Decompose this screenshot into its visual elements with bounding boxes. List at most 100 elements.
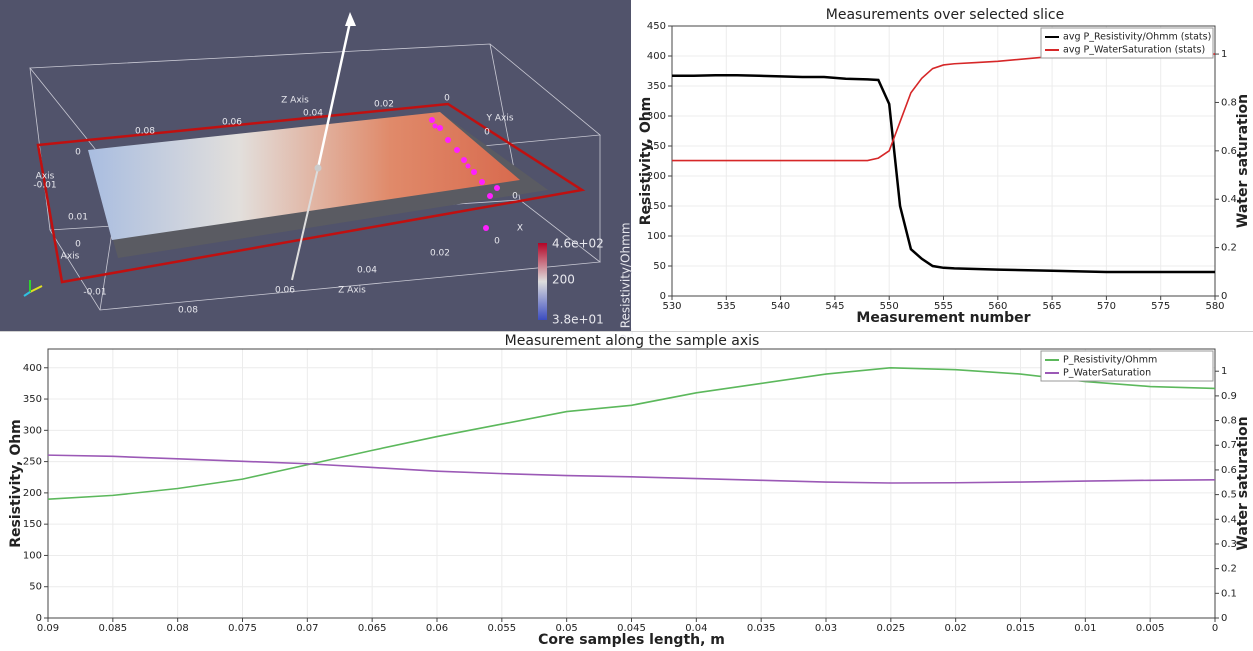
y-axis-title: Resistivity, Ohm [8, 419, 24, 548]
y2-tick-label: 0.4 [1221, 194, 1237, 205]
colorbar-min: 3.8e+01 [552, 313, 604, 327]
x-tick-label: 535 [717, 301, 736, 312]
axis-label: Axis [36, 172, 55, 182]
y-tick-label: 150 [647, 201, 666, 212]
legend-label: avg P_WaterSaturation (stats) [1063, 45, 1205, 56]
x-tick-label: 0.01 [1074, 623, 1096, 634]
y2-axis-title: Water saturation [1235, 416, 1251, 550]
axis-label: 0 [512, 192, 518, 202]
axis-label: -0.01 [83, 288, 106, 298]
axis-label: Axis [61, 252, 80, 262]
y-tick-label: 250 [647, 141, 666, 152]
x-tick-label: 0.03 [815, 623, 837, 634]
axis-label: 0 [484, 128, 490, 138]
axis-label: X [517, 224, 523, 234]
chart: Measurement along the sample axis Core sa… [8, 333, 1251, 648]
colorbar-max: 4.6e+02 [552, 237, 604, 251]
x-tick-label: 560 [988, 301, 1007, 312]
axis-label: Z Axis [338, 286, 366, 296]
legend-label: avg P_Resistivity/Ohmm (stats) [1063, 32, 1211, 43]
axis-label: 0.02 [374, 100, 394, 110]
axis-label: 0 [75, 148, 81, 158]
axis-label: 0.04 [303, 109, 323, 119]
x-tick-label: 0.06 [426, 623, 448, 634]
axis-label: -0.01 [33, 181, 56, 191]
y2-tick-label: 1 [1221, 366, 1227, 377]
y-tick-label: 450 [647, 21, 666, 32]
x-tick-label: 540 [771, 301, 790, 312]
y2-tick-label: 0.3 [1221, 539, 1237, 550]
axis-label: 0.06 [275, 286, 295, 296]
y2-tick-label: 0.8 [1221, 97, 1237, 108]
y2-tick-label: 0 [1221, 613, 1227, 624]
x-tick-label: 0.02 [945, 623, 967, 634]
x-tick-label: 0.035 [747, 623, 776, 634]
axis-label: 0 [444, 94, 450, 104]
y2-tick-label: 0.7 [1221, 440, 1237, 451]
y2-tick-label: 0.4 [1221, 514, 1237, 525]
y-tick-label: 200 [23, 488, 42, 499]
chart-title: Measurement along the sample axis [505, 333, 760, 349]
x-tick-label: 575 [1151, 301, 1170, 312]
x-tick-label: 0.09 [37, 623, 59, 634]
y-tick-label: 300 [23, 425, 42, 436]
x-tick-label: 0.08 [167, 623, 189, 634]
axis-label: Y Axis [485, 114, 513, 124]
chart-title: Measurements over selected slice [826, 7, 1064, 23]
y-tick-label: 400 [647, 51, 666, 62]
y-tick-label: 150 [23, 519, 42, 530]
y2-tick-label: 0 [1221, 291, 1227, 302]
y-tick-label: 350 [647, 81, 666, 92]
y-tick-label: 200 [647, 171, 666, 182]
x-tick-label: 0 [1212, 623, 1218, 634]
y-tick-label: 0 [36, 613, 42, 624]
colorbar-mid: 200 [552, 273, 575, 287]
x-tick-label: 580 [1205, 301, 1224, 312]
y-tick-label: 100 [23, 550, 42, 561]
y2-tick-label: 0.5 [1221, 490, 1237, 501]
x-tick-label: 0.015 [1006, 623, 1035, 634]
x-tick-label: 0.05 [556, 623, 578, 634]
x-tick-label: 550 [880, 301, 899, 312]
axis-label: 0.04 [357, 266, 377, 276]
y-tick-label: 50 [653, 261, 666, 272]
axis-label: 0.02 [430, 249, 450, 259]
y-tick-label: 350 [23, 394, 42, 405]
axis-label: 0.08 [178, 306, 198, 316]
render-view[interactable]: 4.6e+02 200 3.8e+01 P_Resistivity/Ohmm Z… [0, 0, 633, 342]
y-tick-label: 300 [647, 111, 666, 122]
y2-tick-label: 0.9 [1221, 391, 1237, 402]
legend-label: P_WaterSaturation [1063, 368, 1151, 379]
legend-label: P_Resistivity/Ohmm [1063, 355, 1157, 366]
x-tick-label: 570 [1097, 301, 1116, 312]
x-tick-label: 0.065 [358, 623, 387, 634]
x-tick-label: 0.005 [1136, 623, 1165, 634]
x-tick-label: 0.04 [685, 623, 707, 634]
x-axis-title: Measurement number [856, 310, 1030, 326]
x-tick-label: 530 [662, 301, 681, 312]
y-tick-label: 0 [660, 291, 666, 302]
x-tick-label: 565 [1043, 301, 1062, 312]
x-tick-label: 0.085 [99, 623, 128, 634]
axis-label: 0.06 [222, 118, 242, 128]
colorbar [538, 243, 547, 320]
axis-label: 0.01 [68, 213, 88, 223]
y-tick-label: 250 [23, 457, 42, 468]
y2-tick-label: 0.8 [1221, 416, 1237, 427]
y-tick-label: 400 [23, 363, 42, 374]
x-tick-label: 0.025 [877, 623, 906, 634]
y-tick-label: 100 [647, 231, 666, 242]
x-tick-label: 0.07 [296, 623, 318, 634]
x-tick-label: 0.075 [228, 623, 257, 634]
x-tick-label: 0.055 [488, 623, 517, 634]
y2-tick-label: 0.2 [1221, 243, 1237, 254]
y-tick-label: 50 [29, 582, 42, 593]
y2-tick-label: 1 [1221, 49, 1227, 60]
x-axis-title: Core samples length, m [538, 632, 725, 648]
y2-tick-label: 0.6 [1221, 465, 1237, 476]
arrow-origin [315, 165, 322, 172]
paraview-window: 4.6e+02 200 3.8e+01 P_Resistivity/Ohmm Z… [0, 0, 1253, 651]
y2-axis-title: Water saturation [1235, 94, 1251, 228]
axis-label: 0.08 [135, 127, 155, 137]
x-tick-label: 545 [825, 301, 844, 312]
